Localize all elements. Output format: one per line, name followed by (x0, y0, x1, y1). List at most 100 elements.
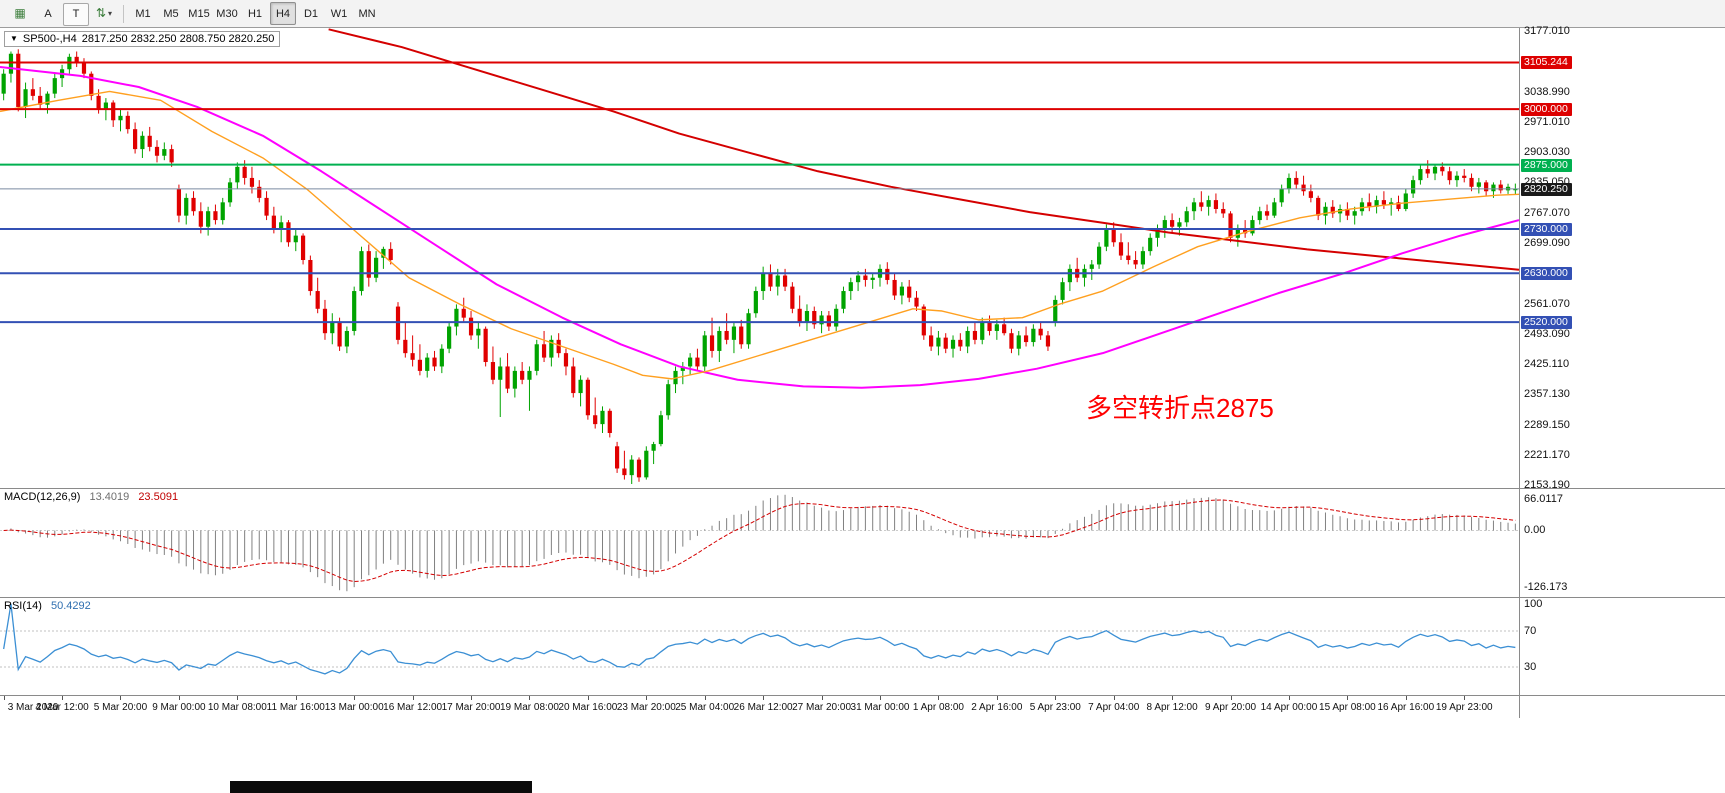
time-label: 9 Apr 20:00 (1204, 702, 1257, 713)
time-label: 13 Mar 00:00 (324, 702, 384, 713)
rsi-chart[interactable] (0, 598, 1519, 695)
toolbar-button-button-t[interactable]: T (63, 2, 89, 26)
rsi-label: RSI(14) 50.4292 (4, 600, 91, 612)
time-label: 19 Mar 08:00 (499, 702, 559, 713)
time-label: 1 Apr 08:00 (912, 702, 964, 713)
time-label: 19 Apr 23:00 (1435, 702, 1493, 713)
price-scale-label: 2493.090 (1524, 328, 1570, 341)
price-badge: 3000.000 (1521, 103, 1572, 117)
time-tick (354, 696, 356, 700)
time-tick (529, 696, 531, 700)
time-tick (412, 696, 414, 700)
main-chart-panel[interactable]: ▼ SP500-,H4 2817.250 2832.250 2808.750 2… (0, 28, 1519, 488)
price-scale-separator (1519, 28, 1520, 718)
macd-main-value: 13.4019 (89, 491, 130, 503)
timeframe-button-M30[interactable]: M30 (216, 7, 238, 20)
time-label: 14 Apr 00:00 (1260, 702, 1318, 713)
price-scale-label: 2425.110 (1524, 358, 1570, 371)
timeframe-button-W1[interactable]: W1 (330, 7, 348, 20)
price-badge: 2875.000 (1521, 158, 1572, 172)
time-tick (62, 696, 64, 700)
timeframe-button-MN[interactable]: MN (358, 7, 376, 20)
toolbar-separator (123, 4, 124, 23)
time-label: 10 Mar 08:00 (207, 702, 267, 713)
toolbar-button-button-a[interactable]: A (44, 8, 52, 20)
time-tick (938, 696, 940, 700)
price-scale-label: 2153.190 (1524, 478, 1570, 491)
time-tick (1113, 696, 1115, 700)
price-scale-label: 2971.010 (1524, 116, 1570, 129)
chart-title-box: ▼ SP500-,H4 2817.250 2832.250 2808.750 2… (4, 31, 281, 47)
time-tick (587, 696, 589, 700)
macd-name: MACD(12,26,9) (4, 491, 81, 503)
chart-grid-icon: ▦ (14, 6, 26, 20)
time-tick (821, 696, 823, 700)
macd-panel[interactable]: MACD(12,26,9) 13.4019 23.5091 (0, 488, 1725, 597)
time-tick (879, 696, 881, 700)
price-scale-label: 2221.170 (1524, 448, 1570, 461)
time-label: 26 Mar 12:00 (733, 702, 793, 713)
time-tick (646, 696, 648, 700)
toolbar-button-trade-arrows[interactable]: ⇅ ▾ (91, 2, 117, 25)
time-tick (1288, 696, 1290, 700)
price-scale-label: 66.0117 (1524, 492, 1563, 505)
rsi-value: 50.4292 (50, 600, 91, 612)
timeframe-button-M5[interactable]: M5 (163, 7, 179, 20)
candlestick-chart[interactable] (0, 28, 1519, 488)
price-scale-label: 30 (1524, 661, 1537, 673)
price-scale-label: -126.173 (1524, 581, 1568, 594)
time-label: 5 Mar 20:00 (93, 702, 148, 713)
price-badge: 2730.000 (1521, 222, 1572, 236)
price-scale-label: 3177.010 (1524, 24, 1570, 37)
price-scale-label: 2903.030 (1524, 146, 1570, 159)
chart-text-annotation[interactable]: 多空转折点2875 (1086, 393, 1274, 423)
time-axis[interactable]: 3 Mar 2020 4 Mar 12:00 5 Mar 20:00 9 Mar 00… (0, 695, 1725, 718)
chart-ohlc-values: 2817.250 2832.250 2808.750 2820.250 (81, 33, 275, 45)
time-label: 3 Mar 2020 (7, 702, 59, 713)
time-label: 5 Apr 23:00 (1029, 702, 1081, 713)
time-tick (996, 696, 998, 700)
macd-label: MACD(12,26,9) 13.4019 23.5091 (4, 491, 178, 503)
time-label: 31 Mar 00:00 (850, 702, 910, 713)
time-label: 8 Apr 12:00 (1146, 702, 1198, 713)
macd-chart[interactable] (0, 489, 1519, 597)
timeframe-buttons: M1 M5 M15 M30 H1 H4 D1 W1 MN (129, 2, 381, 25)
toolbar-left-buttons: ▦ A T ⇅ ▾ (6, 2, 118, 26)
price-scale-label: 3038.990 (1524, 85, 1570, 98)
timeframe-button-M1[interactable]: M1 (135, 7, 151, 20)
time-tick (178, 696, 180, 700)
time-tick (3, 696, 5, 700)
time-tick (1230, 696, 1232, 700)
time-tick (1172, 696, 1174, 700)
time-label: 25 Mar 04:00 (675, 702, 735, 713)
toolbar-button-chart-grid[interactable]: ▦ (7, 2, 33, 25)
timeframe-button-D1[interactable]: D1 (303, 7, 319, 20)
price-scale-label: 100 (1524, 598, 1543, 610)
one-click-trading-toggle-icon[interactable]: ▼ (10, 34, 18, 43)
macd-signal-value: 23.5091 (138, 491, 179, 503)
price-scale-label: 2289.150 (1524, 418, 1570, 431)
time-tick (704, 696, 706, 700)
timeframe-button-H1[interactable]: H1 (247, 7, 263, 20)
time-tick (471, 696, 473, 700)
timeframe-button-H4[interactable]: H4 (270, 2, 296, 25)
price-scale-label: 2699.090 (1524, 236, 1570, 249)
time-tick (763, 696, 765, 700)
time-label: 16 Mar 12:00 (383, 702, 443, 713)
time-tick (1055, 696, 1057, 700)
price-scale-label: 2357.130 (1524, 388, 1570, 401)
chart-symbol-period: SP500-,H4 (22, 33, 77, 45)
price-scale[interactable]: 3177.0103038.9902971.0102903.0302835.050… (1520, 0, 1725, 793)
rsi-panel[interactable]: RSI(14) 50.4292 (0, 597, 1725, 695)
price-badge: 3105.244 (1521, 56, 1572, 70)
price-badge: 2820.250 (1521, 182, 1572, 196)
price-scale-label: 70 (1524, 625, 1537, 637)
time-tick (237, 696, 239, 700)
time-tick (120, 696, 122, 700)
timeframe-button-M15[interactable]: M15 (188, 7, 210, 20)
time-label: 11 Mar 16:00 (266, 702, 325, 713)
time-label: 2 Apr 16:00 (971, 702, 1023, 713)
price-badge: 2520.000 (1521, 316, 1572, 330)
time-label: 27 Mar 20:00 (792, 702, 852, 713)
price-scale-label: 0.00 (1524, 524, 1546, 537)
